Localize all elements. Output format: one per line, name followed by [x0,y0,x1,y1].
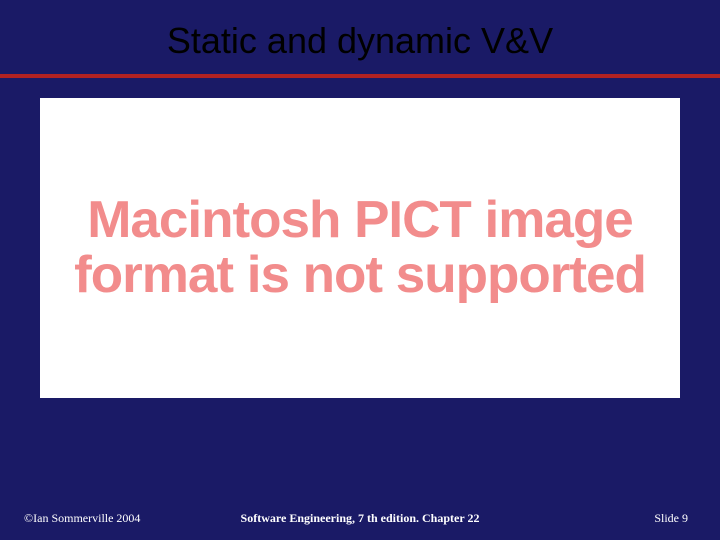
title-area: Static and dynamic V&V [0,0,720,62]
footer-slide-num: 9 [682,511,688,525]
slide: Static and dynamic V&V Macintosh PICT im… [0,0,720,540]
content-placeholder-box: Macintosh PICT image format is not suppo… [40,98,680,398]
footer-slide-number: Slide 9 [654,511,688,526]
title-divider [0,74,720,78]
pict-unsupported-text: Macintosh PICT image format is not suppo… [64,193,656,302]
footer-book-title: Software Engineering, 7 th edition. Chap… [0,511,720,526]
slide-footer: ©Ian Sommerville 2004 Software Engineeri… [0,506,720,526]
footer-slide-prefix: Slide [654,511,682,525]
slide-title: Static and dynamic V&V [167,20,553,62]
